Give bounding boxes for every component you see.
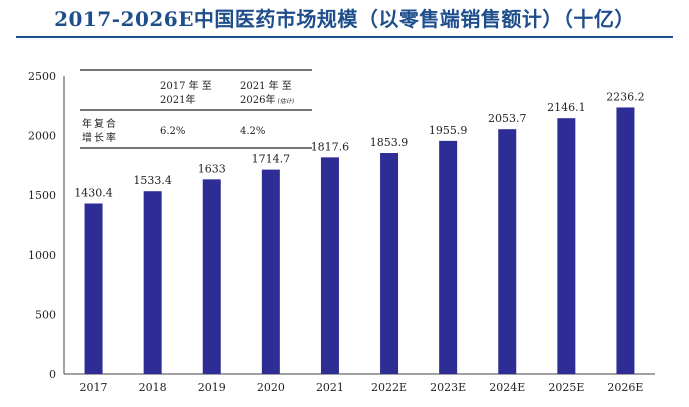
x-tick-label: 2023E	[430, 381, 466, 394]
bar	[202, 179, 221, 374]
data-label: 1714.7	[252, 153, 291, 166]
x-tick-label: 2024E	[489, 381, 525, 394]
table-value-1: 6.2%	[160, 126, 185, 137]
bar	[498, 129, 517, 374]
data-label: 2053.7	[488, 112, 527, 125]
table-row-label-line1: 年复合	[82, 117, 118, 130]
y-tick-label: 0	[49, 368, 56, 381]
table-header-2-line1: 2021 年 至	[240, 79, 292, 92]
y-tick-label: 1000	[28, 249, 56, 262]
y-tick-label: 2000	[28, 130, 56, 143]
bar	[557, 118, 576, 375]
data-label: 1533.4	[133, 174, 172, 187]
table-header-1-line2: 2021年	[160, 93, 195, 106]
bar	[439, 140, 458, 374]
table-header-2-note: (估计)	[277, 97, 294, 105]
data-label: 1817.6	[311, 140, 350, 153]
y-tick-label: 2500	[28, 70, 56, 83]
x-tick-label: 2018	[139, 381, 167, 394]
x-tick-label: 2019	[198, 381, 226, 394]
table-header-2-year: 2026年	[240, 93, 275, 106]
bar	[261, 169, 280, 374]
y-tick-labels: 0 500 1000 1500 2000 2500	[28, 70, 56, 381]
data-label: 1430.4	[74, 186, 113, 199]
y-tick-label: 500	[35, 308, 56, 321]
cagr-table: 2017 年 至 2021年 2021 年 至 2026年 (估计) 年复合 增长…	[80, 69, 312, 149]
data-label: 2236.2	[606, 90, 645, 103]
bar	[616, 107, 635, 375]
y-tick-label: 1500	[28, 189, 56, 202]
title-underline	[16, 36, 673, 38]
x-tick-label: 2026E	[607, 381, 643, 394]
table-row-label-line2: 增长率	[82, 131, 118, 144]
chart-title: 2017-2026E中国医药市场规模（以零售端销售额计）（十亿）	[54, 7, 635, 31]
data-label: 1955.9	[429, 124, 468, 137]
x-tick-label: 2025E	[548, 381, 584, 394]
data-labels: 1430.4 1533.4 1633 1714.7 1817.6 1853.9 1955.9…	[74, 90, 644, 199]
x-tick-labels: 2017 2018 2019 2020 2021 2022E 2023E 2024E 2025E…	[80, 381, 644, 394]
x-tick-label: 2020	[257, 381, 285, 394]
bar	[320, 157, 339, 374]
bar	[380, 153, 399, 374]
table-header-2-line2: 2026年 (估计)	[240, 93, 295, 106]
table-header-1-line1: 2017 年 至	[160, 79, 212, 92]
data-label: 1633	[198, 162, 226, 175]
x-tick-label: 2022E	[371, 381, 407, 394]
data-label: 2146.1	[547, 101, 586, 114]
bars	[84, 107, 635, 375]
x-tick-label: 2021	[316, 381, 344, 394]
x-tick-label: 2017	[80, 381, 108, 394]
bar	[143, 191, 162, 374]
bar	[84, 203, 103, 374]
table-value-2: 4.2%	[240, 126, 265, 137]
data-label: 1853.9	[370, 136, 409, 149]
